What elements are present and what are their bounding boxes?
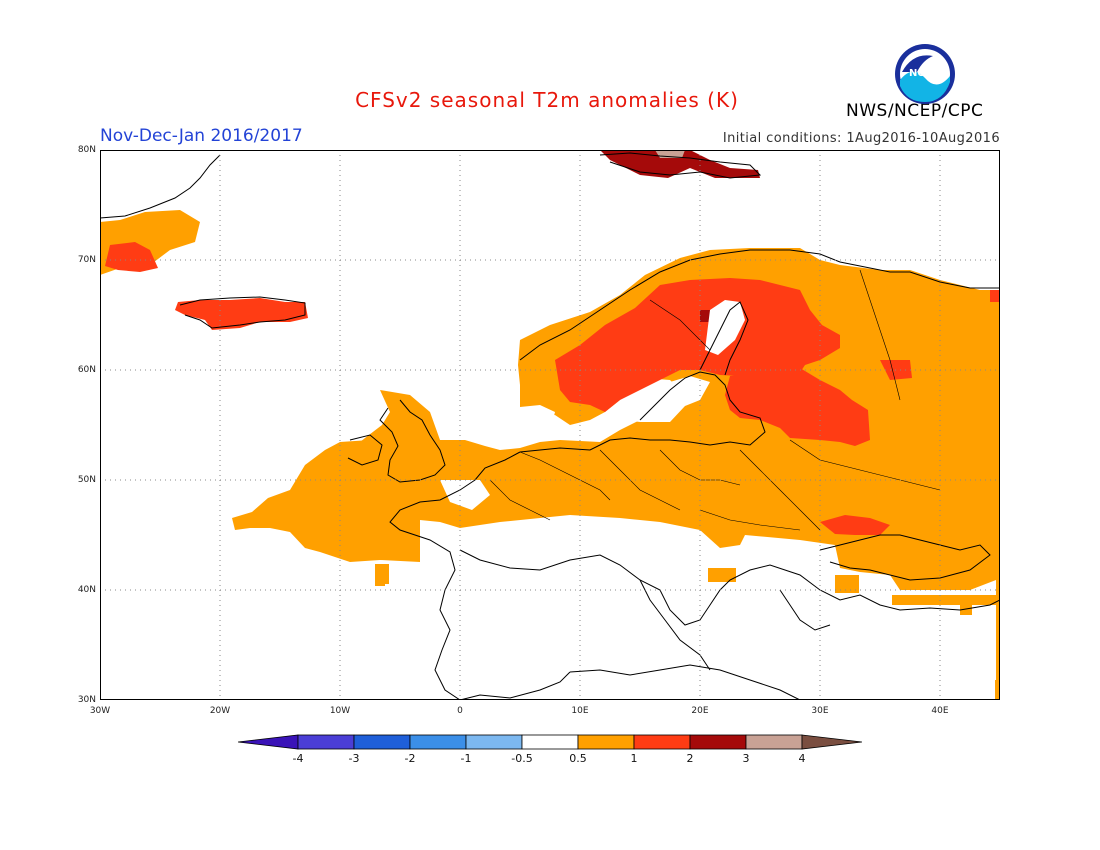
colorbar-cell bbox=[465, 734, 523, 750]
lon-tick-40e: 40E bbox=[931, 706, 949, 716]
coast-africa bbox=[569, 664, 801, 700]
initial-conditions: Initial conditions: 1Aug2016-10Aug2016 bbox=[722, 131, 1000, 146]
coast-baltic bbox=[519, 371, 766, 453]
lat-tick-80n: 80N bbox=[77, 145, 96, 155]
forecast-period: Nov-Dec-Jan 2016/2017 bbox=[100, 126, 303, 146]
border-4 bbox=[739, 449, 821, 531]
anomaly-iceland bbox=[175, 298, 308, 330]
anomaly-crimea-red bbox=[820, 515, 890, 535]
coast-greece bbox=[779, 589, 831, 631]
lon-tick-30e: 30E bbox=[811, 706, 829, 716]
colorbar-arrow-low bbox=[238, 734, 299, 750]
coast-black-sea bbox=[819, 534, 991, 581]
colorbar-cell bbox=[745, 734, 803, 750]
country-borders bbox=[489, 269, 941, 531]
coast-scandinavia bbox=[519, 249, 1000, 361]
coast-ireland bbox=[347, 434, 383, 466]
lon-tick-10e: 10E bbox=[571, 706, 589, 716]
lon-tick-20e: 20E bbox=[691, 706, 709, 716]
no-anomaly-north-sea bbox=[508, 405, 555, 440]
colorbar-label: -4 bbox=[292, 752, 304, 765]
colorbar-cell bbox=[577, 734, 635, 750]
no-anomaly-gulf-bothnia bbox=[705, 300, 745, 355]
colorbar-label: -0.5 bbox=[511, 752, 533, 765]
colorbar-arrow-high bbox=[801, 734, 862, 750]
coastlines bbox=[100, 152, 1000, 700]
colorbar-label: 0.5 bbox=[569, 752, 587, 765]
colorbar-cell bbox=[297, 734, 355, 750]
anomaly-shading bbox=[100, 150, 1000, 700]
lon-tick-20w: 20W bbox=[209, 706, 231, 716]
anomaly-greece-orange bbox=[835, 575, 859, 593]
coast-iceland bbox=[179, 296, 306, 329]
colorbar-label: -3 bbox=[348, 752, 360, 765]
colorbar bbox=[238, 734, 862, 750]
lon-tick-10w: 10W bbox=[329, 706, 351, 716]
agency-label: NWS/NCEP/CPC bbox=[846, 101, 984, 121]
anomaly-greenland-red bbox=[105, 242, 158, 272]
lon-tick-30w: 30W bbox=[89, 706, 111, 716]
border-6 bbox=[699, 509, 801, 531]
coast-italy bbox=[639, 579, 711, 671]
coast-iberia-south bbox=[459, 671, 571, 700]
anomaly-baltic-red bbox=[725, 368, 870, 446]
map-title: CFSv2 seasonal T2m anomalies (K) bbox=[355, 88, 739, 112]
anomaly-britain bbox=[350, 390, 490, 480]
no-anomaly-baltic bbox=[625, 376, 710, 422]
anomaly-balkan-orange bbox=[708, 568, 736, 582]
anomaly-spain-orange bbox=[348, 548, 378, 560]
coast-gulf-bothnia bbox=[699, 301, 749, 376]
border-7 bbox=[859, 269, 901, 401]
coast-western-europe bbox=[389, 451, 521, 700]
lat-tick-30n: 30N bbox=[77, 695, 96, 705]
border-8 bbox=[649, 299, 711, 351]
colorbar-label: -2 bbox=[404, 752, 416, 765]
colorbar-label: -1 bbox=[460, 752, 472, 765]
colorbar-label: 3 bbox=[742, 752, 750, 765]
noaa-logo-text: NOAA bbox=[909, 68, 941, 79]
lat-tick-70n: 70N bbox=[77, 255, 96, 265]
anomaly-turkey-orange bbox=[892, 595, 998, 605]
anomaly-east-orange bbox=[995, 680, 1000, 700]
colorbar-cell bbox=[409, 734, 467, 750]
colorbar-label: 4 bbox=[798, 752, 806, 765]
graticule bbox=[100, 150, 1000, 700]
border-5 bbox=[789, 439, 941, 491]
colorbar-cell bbox=[633, 734, 691, 750]
lat-tick-50n: 50N bbox=[77, 475, 96, 485]
anomaly-russia-red-2 bbox=[990, 290, 1000, 302]
noaa-logo: NOAA bbox=[895, 44, 955, 104]
border-2 bbox=[599, 449, 681, 511]
coast-svalbard bbox=[599, 152, 762, 179]
anomaly-portugal-orange bbox=[375, 576, 385, 586]
colorbar-cell bbox=[521, 734, 579, 750]
coast-greenland bbox=[100, 154, 221, 219]
lat-tick-60n: 60N bbox=[77, 365, 96, 375]
colorbar-label: 1 bbox=[630, 752, 638, 765]
anomaly-svalbard bbox=[600, 150, 760, 178]
lon-tick-0: 0 bbox=[457, 706, 463, 716]
border-1 bbox=[519, 451, 611, 501]
colorbar-label: 2 bbox=[686, 752, 694, 765]
lat-tick-40n: 40N bbox=[77, 585, 96, 595]
anomaly-map bbox=[100, 150, 1000, 700]
colorbar-cell bbox=[353, 734, 411, 750]
colorbar-cell bbox=[689, 734, 747, 750]
anomaly-turkey-orange-2 bbox=[960, 605, 972, 615]
border-9 bbox=[489, 479, 551, 521]
no-anomaly-iberia-edge bbox=[440, 480, 490, 510]
